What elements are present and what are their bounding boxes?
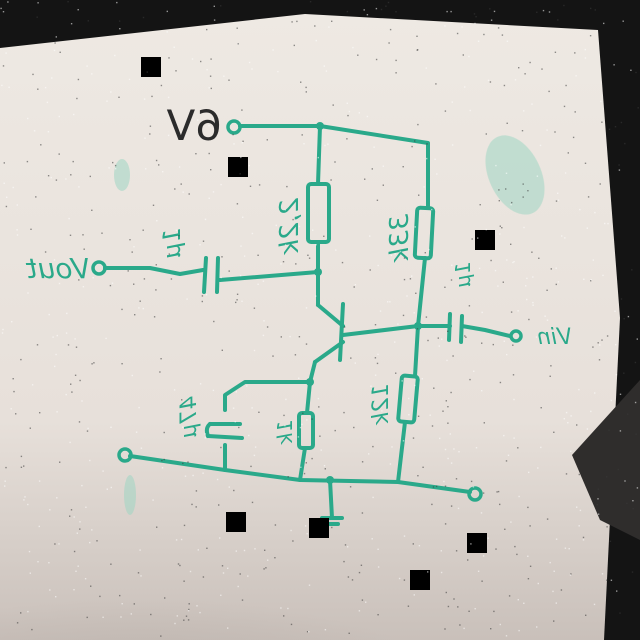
resistor-emitter — [297, 411, 315, 450]
dark-object — [572, 380, 640, 540]
input-label: Vin — [537, 325, 572, 350]
shadow-area — [0, 510, 530, 640]
resistor-collector — [306, 182, 331, 244]
whiteboard-surface — [0, 14, 620, 640]
input-terminal — [509, 329, 523, 343]
resistor-bias-top-label: 33k — [385, 214, 415, 263]
ground-left-terminal — [117, 447, 133, 463]
capacitors — [202, 256, 464, 440]
output-label: Vout — [26, 252, 90, 285]
capacitor-output-label: 1µ — [158, 228, 186, 259]
supply-label: 6V — [166, 101, 222, 150]
junction-dots — [306, 122, 422, 484]
capacitor-input — [447, 312, 464, 344]
capacitor-input-label: 1µ — [451, 262, 475, 287]
ground-right-terminal — [467, 486, 483, 502]
occlusion-squares — [141, 57, 495, 590]
capacitor-emitter — [204, 422, 244, 440]
terminals — [91, 119, 523, 502]
resistor-collector-label: 2,2k — [275, 198, 305, 255]
smudges — [114, 135, 545, 515]
capacitor-output — [202, 256, 220, 294]
resistors — [297, 182, 436, 450]
resistor-bias-bottom — [396, 373, 420, 425]
resistor-bias-bottom-label: 12k — [369, 384, 394, 426]
capacitor-emitter-label: 47µ — [177, 396, 202, 438]
resistor-bias-top — [412, 205, 436, 261]
circuit-wires — [103, 124, 512, 526]
supply-terminal — [226, 119, 242, 135]
output-terminal — [91, 260, 107, 276]
resistor-emitter-label: 1k — [273, 420, 297, 446]
